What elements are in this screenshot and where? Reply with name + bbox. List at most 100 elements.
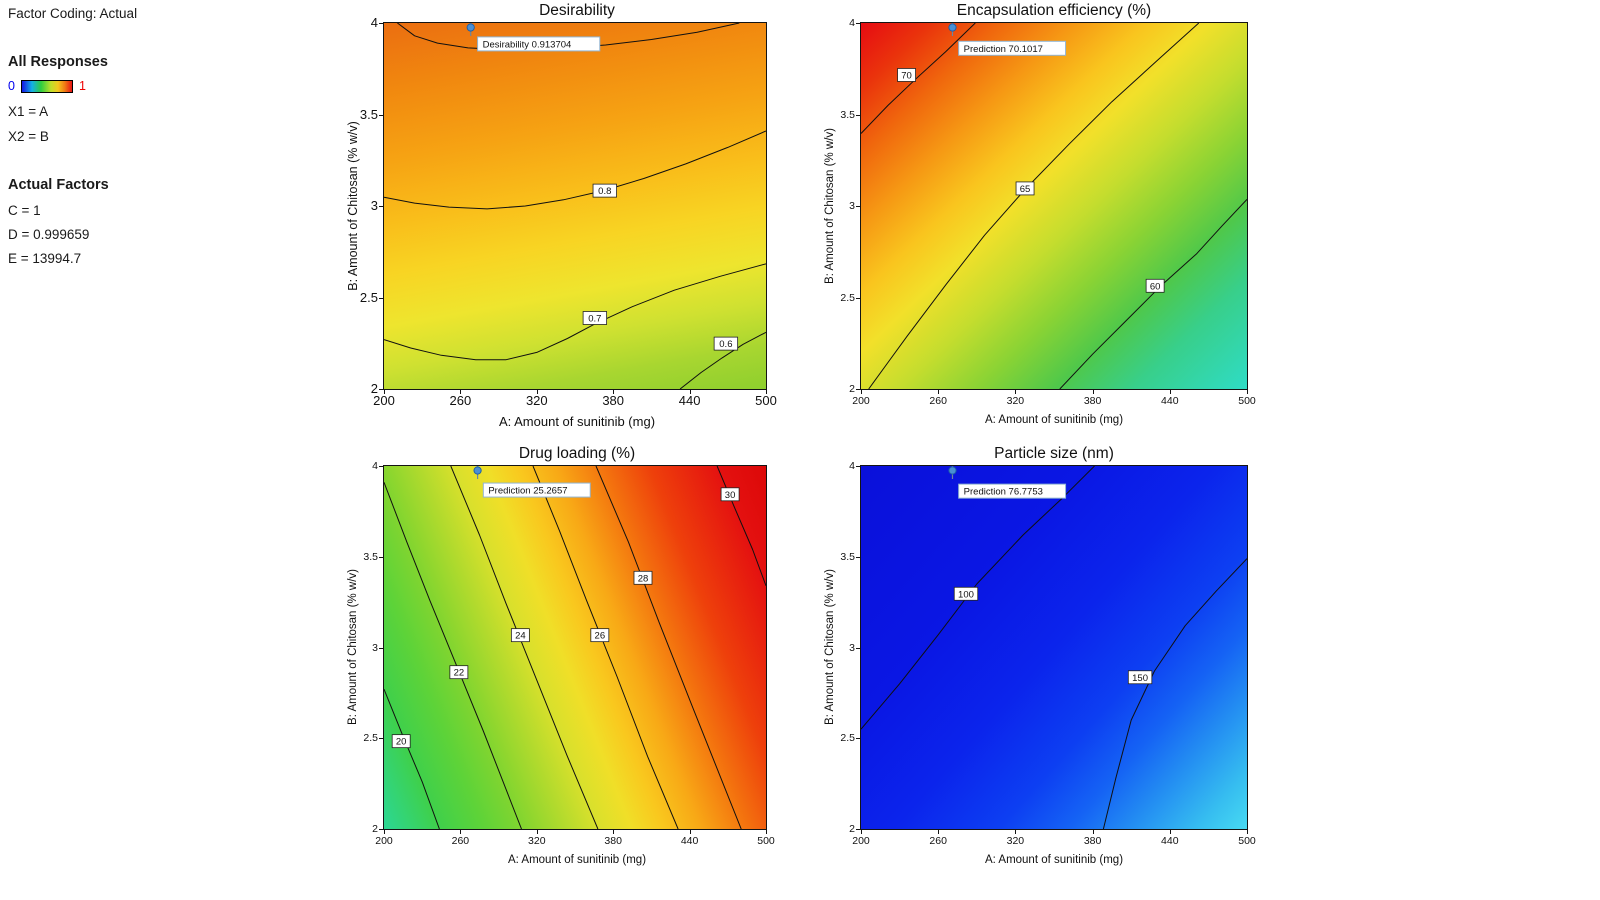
flag-label-box[interactable] xyxy=(958,483,1067,499)
y-tick-mark xyxy=(379,206,383,207)
contour-label-text: 150 xyxy=(1132,673,1148,684)
flag-annotation[interactable]: Prediction 25.2657 xyxy=(473,466,591,498)
contour-label[interactable] xyxy=(510,628,530,643)
flag-label-box[interactable] xyxy=(477,36,601,52)
flag-label-text: Prediction 70.1017 xyxy=(964,44,1043,55)
response-surface[interactable] xyxy=(384,466,766,829)
contour-label-text: 100 xyxy=(958,589,974,600)
contour-line xyxy=(1102,558,1247,829)
y-tick-label: 2 xyxy=(372,823,378,835)
x-tick-label: 440 xyxy=(1161,835,1179,847)
contour-line xyxy=(384,130,766,210)
contour-line xyxy=(679,331,766,389)
x-tick-mark xyxy=(536,830,538,834)
x-tick-label: 500 xyxy=(757,835,775,847)
x-tick-mark xyxy=(613,830,615,834)
flag-pin-icon[interactable] xyxy=(948,466,957,475)
y-tick-mark xyxy=(856,556,860,558)
contour-surface: 0.8 0.7 0.6 Desirability 0.913704 xyxy=(384,23,766,389)
color-scale-legend: 0 1 xyxy=(8,79,86,93)
x-tick-mark xyxy=(1169,830,1171,834)
response-surface[interactable] xyxy=(384,23,766,389)
contour-label[interactable] xyxy=(1127,670,1153,685)
contour-label[interactable] xyxy=(897,68,916,82)
x-tick-mark xyxy=(766,830,767,834)
contour-label[interactable] xyxy=(713,336,739,351)
x-tick-mark xyxy=(861,390,862,394)
flag-annotation[interactable]: Prediction 76.7753 xyxy=(948,466,1067,499)
contour-plot-desirability[interactable]: 0.8 0.7 0.6 Desirability 0.913704 xyxy=(383,22,767,390)
y-tick-label: 2.5 xyxy=(359,289,378,305)
plot-title: Desirability xyxy=(539,2,615,19)
flag-pin-icon[interactable] xyxy=(466,23,475,32)
contour-plot-encapsulation-efficiency[interactable]: 70 65 60 Prediction 70.1017 xyxy=(860,22,1248,390)
contour-label[interactable] xyxy=(592,183,617,198)
y-tick-mark xyxy=(379,114,383,116)
flag-annotation[interactable]: Prediction 70.1017 xyxy=(948,23,1067,56)
contour-label[interactable] xyxy=(633,570,653,585)
y-tick-label: 3 xyxy=(849,200,855,212)
x-tick-mark xyxy=(384,390,385,394)
y-tick-label: 3.5 xyxy=(840,108,855,121)
x-tick-mark xyxy=(1092,390,1094,394)
y-tick-mark xyxy=(856,829,860,830)
contour-label[interactable] xyxy=(1015,181,1035,196)
factor-e-value: E = 13994.7 xyxy=(8,251,82,266)
panel-drug-loading: Drug loading (%) B: Amount of Chitosan (… xyxy=(323,443,781,885)
y-tick-label: 3 xyxy=(849,641,855,654)
all-responses-heading: All Responses xyxy=(8,54,108,70)
contour-plot-particle-size[interactable]: 100 150 Prediction 76.7753 xyxy=(860,465,1248,830)
contour-label[interactable] xyxy=(953,586,979,601)
y-tick-label: 3 xyxy=(370,198,378,213)
plot-title: Particle size (nm) xyxy=(994,445,1114,462)
x-tick-label: 320 xyxy=(1006,835,1025,847)
x-tick-label: 260 xyxy=(451,835,470,847)
factor-d-value: D = 0.999659 xyxy=(8,227,90,242)
y-tick-mark xyxy=(379,556,383,558)
response-surface[interactable] xyxy=(861,466,1247,829)
contour-label[interactable] xyxy=(449,665,469,680)
flag-annotation[interactable]: Desirability 0.913704 xyxy=(466,23,601,52)
y-tick-mark xyxy=(856,297,860,299)
actual-factors-heading: Actual Factors xyxy=(8,177,109,193)
x-tick-mark xyxy=(766,390,767,394)
contour-label-text: 24 xyxy=(515,631,526,642)
y-tick-mark xyxy=(379,738,383,740)
flag-label-box[interactable] xyxy=(958,40,1067,56)
flag-label-box[interactable] xyxy=(482,482,591,498)
flag-pin-icon[interactable] xyxy=(473,466,482,475)
contour-label[interactable] xyxy=(590,628,610,643)
contour-line xyxy=(595,466,742,829)
y-tick-label: 4 xyxy=(370,15,378,30)
x-tick-label: 260 xyxy=(929,395,947,407)
y-tick-label: 4 xyxy=(372,460,378,472)
y-tick-mark xyxy=(856,738,860,740)
y-tick-mark xyxy=(856,206,860,207)
contour-plot-drug-loading[interactable]: 20 22 24 26 28 30 Prediction 25.2657 xyxy=(383,465,767,830)
contour-label[interactable] xyxy=(582,311,608,325)
x-axis-label: A: Amount of sunitinib (mg) xyxy=(507,854,647,866)
flag-label-text: Desirability 0.913704 xyxy=(483,39,572,50)
y-tick-label: 2.5 xyxy=(363,732,378,745)
x-tick-mark xyxy=(613,390,615,394)
y-tick-label: 4 xyxy=(849,17,855,29)
contour-line xyxy=(384,263,766,361)
x-tick-mark xyxy=(460,390,462,394)
contour-label[interactable] xyxy=(391,734,411,749)
contour-label[interactable] xyxy=(1145,278,1165,293)
flag-pin-icon[interactable] xyxy=(948,23,957,32)
contour-label-text: 30 xyxy=(725,490,736,501)
contour-label-text: 0.8 xyxy=(598,186,611,197)
x-tick-label: 380 xyxy=(1083,395,1102,407)
y-tick-label: 2.5 xyxy=(840,291,855,304)
x-tick-mark xyxy=(460,830,462,834)
contour-label[interactable] xyxy=(720,487,740,502)
response-surface[interactable] xyxy=(861,23,1247,389)
y-tick-mark xyxy=(856,647,860,649)
factor-c-value: C = 1 xyxy=(8,203,41,218)
y-tick-mark xyxy=(379,23,383,24)
y-tick-mark xyxy=(856,23,860,24)
x-tick-label: 380 xyxy=(602,393,625,408)
y-tick-label: 2 xyxy=(849,383,855,395)
x-tick-label: 440 xyxy=(678,393,701,408)
